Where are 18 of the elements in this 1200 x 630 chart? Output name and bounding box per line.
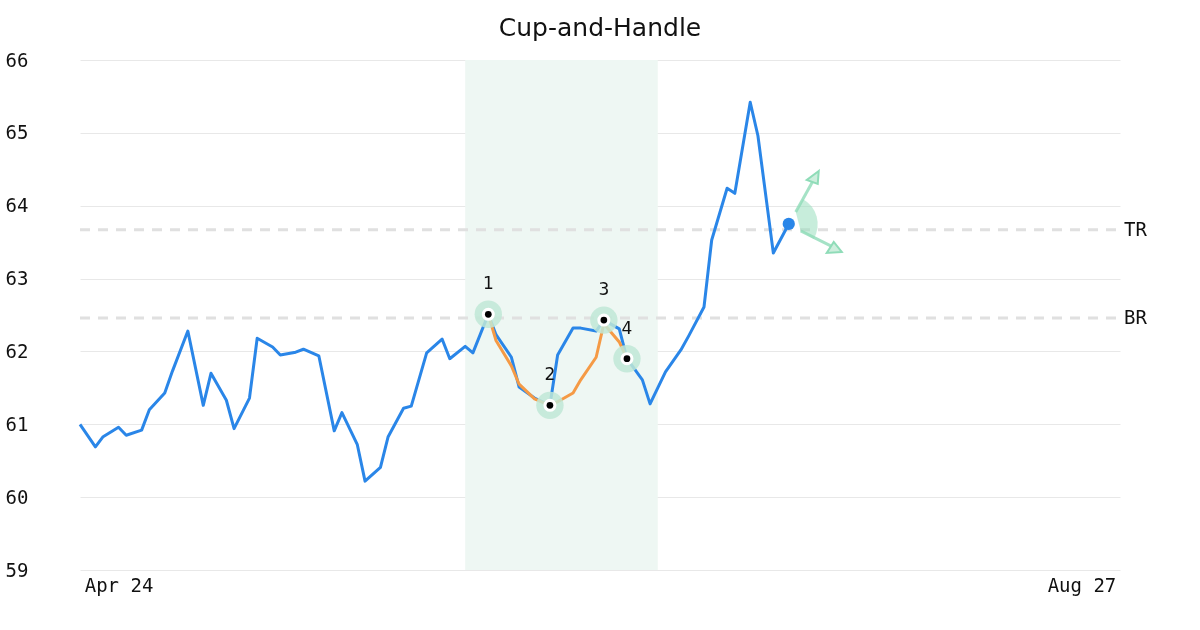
y-tick-label: 65 xyxy=(5,121,29,144)
chart-title: Cup-and-Handle xyxy=(498,13,702,42)
x-tick-label: Aug 27 xyxy=(1047,573,1117,596)
y-tick-label: 63 xyxy=(5,267,29,290)
annotation: 3 xyxy=(598,279,610,300)
y-tick-label: 66 xyxy=(5,48,29,71)
ref-line-label: BR xyxy=(1124,305,1148,328)
y-tick-label: 64 xyxy=(5,194,29,217)
y-tick-label: 62 xyxy=(5,339,29,362)
annotation: 4 xyxy=(621,317,633,338)
y-tick-label: 60 xyxy=(5,485,29,508)
point xyxy=(782,217,795,231)
y-tick-label: 59 xyxy=(5,558,29,581)
ref-line-label: TR xyxy=(1124,217,1148,240)
y-tick-label: 61 xyxy=(5,412,29,435)
x-tick-label: Apr 24 xyxy=(84,573,154,596)
annotation: 1 xyxy=(482,273,494,294)
annotation: 2 xyxy=(544,364,556,385)
